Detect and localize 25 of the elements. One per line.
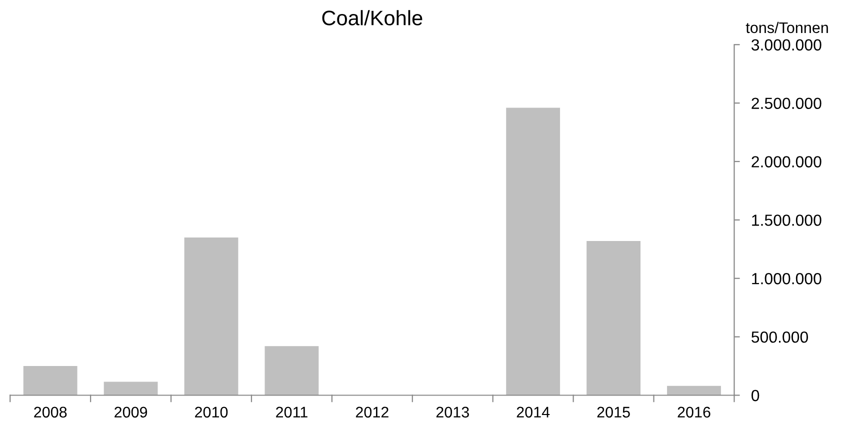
- x-tick-label: 2009: [114, 406, 148, 418]
- y-tick-label: 2.000.000: [752, 156, 822, 168]
- bar: [586, 240, 640, 396]
- y-axis-title: tons/Tonnen: [746, 22, 828, 34]
- bar: [23, 366, 78, 396]
- x-tick-label: 2010: [195, 406, 228, 418]
- bar: [264, 346, 319, 396]
- bar: [667, 386, 721, 396]
- y-tick-label: 0: [752, 390, 760, 402]
- x-tick-label: 2014: [516, 406, 550, 418]
- chart-title: Coal/Kohle: [322, 10, 422, 26]
- x-tick-label: 2013: [436, 406, 469, 418]
- x-tick-label: 2008: [34, 406, 67, 418]
- x-tick-label: 2015: [597, 406, 630, 418]
- y-tick-label: 2.500.000: [752, 98, 822, 110]
- bar: [104, 382, 158, 396]
- y-tick-label: 3.000.000: [752, 39, 822, 51]
- y-tick-label: 500.000: [752, 331, 808, 343]
- bar: [506, 108, 560, 396]
- y-tick-label: 1.000.000: [752, 273, 822, 284]
- x-tick-label: 2016: [678, 406, 710, 418]
- x-tick-label: 2012: [356, 406, 388, 418]
- y-tick-label: 1.500.000: [752, 214, 822, 226]
- bar: [184, 237, 238, 396]
- x-tick-label: 2011: [276, 406, 308, 418]
